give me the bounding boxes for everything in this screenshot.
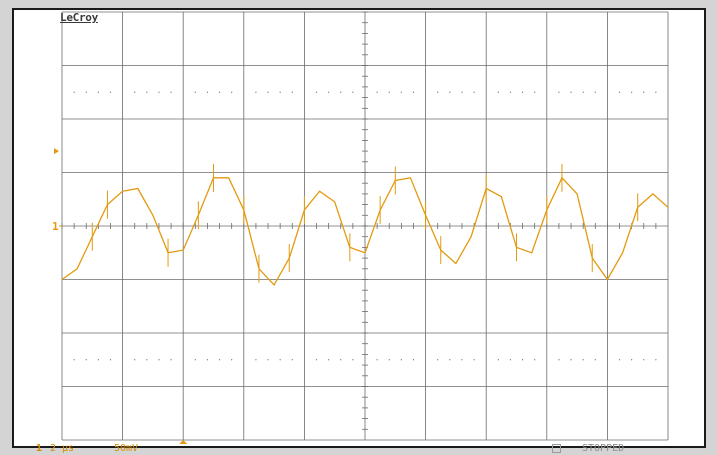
grid-dot: [388, 359, 390, 361]
grid-dot: [158, 359, 160, 361]
grid-dot: [267, 91, 269, 93]
grid-dot: [340, 359, 342, 361]
grid-dot: [449, 91, 451, 93]
grid-dot: [315, 359, 318, 361]
acquisition-state: STOPPED: [582, 443, 625, 454]
grid-dot: [85, 359, 87, 361]
trigger-level-marker-icon: [54, 148, 59, 155]
channel-indicator[interactable]: 1: [36, 443, 43, 454]
grid-dot: [85, 91, 87, 93]
grid-dot: [291, 91, 293, 93]
volts-per-div-readout[interactable]: 50mV: [114, 443, 139, 454]
grid-dot: [97, 91, 99, 93]
grid-dot: [521, 91, 524, 93]
grid-dot: [352, 91, 354, 93]
grid-dot: [170, 91, 172, 93]
grid-dot: [631, 91, 633, 93]
grid-dot: [412, 359, 415, 361]
grid-dot: [534, 359, 536, 361]
grid-dot: [328, 359, 330, 361]
grid-dot: [643, 91, 645, 93]
grid-dot: [206, 359, 209, 361]
grid-dot: [206, 91, 209, 93]
grid-dot: [534, 91, 536, 93]
grid-dot: [521, 359, 524, 361]
grid-dot: [655, 91, 657, 93]
grid-dot: [558, 91, 560, 93]
brand-logo: LeCroy: [60, 11, 98, 24]
grid-dot: [594, 91, 596, 93]
grid-dot: [473, 359, 475, 361]
grid-dot: [388, 91, 390, 93]
grid-dot: [376, 359, 378, 361]
grid-dot: [618, 91, 621, 93]
grid-dot: [461, 91, 463, 93]
grid-dot: [570, 359, 572, 361]
grid-dot: [376, 91, 378, 93]
grid-dot: [109, 91, 112, 93]
grid-dot: [340, 91, 342, 93]
grid-dot: [134, 91, 136, 93]
grid-dot: [170, 359, 172, 361]
grid-dot: [231, 359, 233, 361]
grid-dot: [194, 91, 196, 93]
grid-dot: [643, 359, 645, 361]
grid-dot: [73, 359, 75, 361]
grid-dot: [497, 359, 499, 361]
grid-dot: [291, 359, 293, 361]
grid-dot: [497, 91, 499, 93]
grid-dot: [582, 359, 584, 361]
grid-dot: [558, 359, 560, 361]
grid-dot: [509, 359, 512, 361]
timebase-readout[interactable]: 2 µs: [50, 443, 75, 454]
grid-dot: [437, 359, 439, 361]
grid-dot: [582, 91, 584, 93]
grid-dot: [315, 91, 318, 93]
grid-dot: [109, 359, 112, 361]
grid-dot: [146, 91, 148, 93]
grid-dot: [97, 359, 99, 361]
scope-screen: 1: [12, 8, 706, 448]
grid-dot: [267, 359, 269, 361]
grid-dot: [655, 359, 657, 361]
grid-dot: [594, 359, 596, 361]
grid-dot: [437, 91, 439, 93]
grid-dot: [509, 91, 512, 93]
status-bar: 1 2 µs 50mV STOPPED: [36, 443, 696, 455]
grid-dot: [631, 359, 633, 361]
grid-dot: [218, 359, 221, 361]
trigger-time-marker-icon: [179, 440, 188, 444]
grid-dot: [412, 91, 415, 93]
grid-dot: [146, 359, 148, 361]
channel-ground-label: 1: [52, 220, 59, 233]
grid-dot: [134, 359, 136, 361]
grid-dot: [158, 91, 160, 93]
grid-dot: [194, 359, 196, 361]
grid-dot: [570, 91, 572, 93]
grid-dot: [328, 91, 330, 93]
grid-dot: [279, 91, 281, 93]
grid-dot: [255, 359, 257, 361]
grid-dot: [352, 359, 354, 361]
grid-dot: [255, 91, 257, 93]
grid-dot: [473, 91, 475, 93]
grid-dot: [218, 91, 221, 93]
grid-dot: [279, 359, 281, 361]
grid-dot: [400, 91, 402, 93]
grid-dot: [461, 359, 463, 361]
grid-dot: [449, 359, 451, 361]
run-stop-indicator-icon[interactable]: [552, 444, 561, 453]
grid-dot: [400, 359, 402, 361]
grid-dot: [73, 91, 75, 93]
grid-dot: [231, 91, 233, 93]
graticule: 1: [52, 11, 669, 444]
channel-1-trace: [61, 176, 669, 286]
grid-dot: [618, 359, 621, 361]
